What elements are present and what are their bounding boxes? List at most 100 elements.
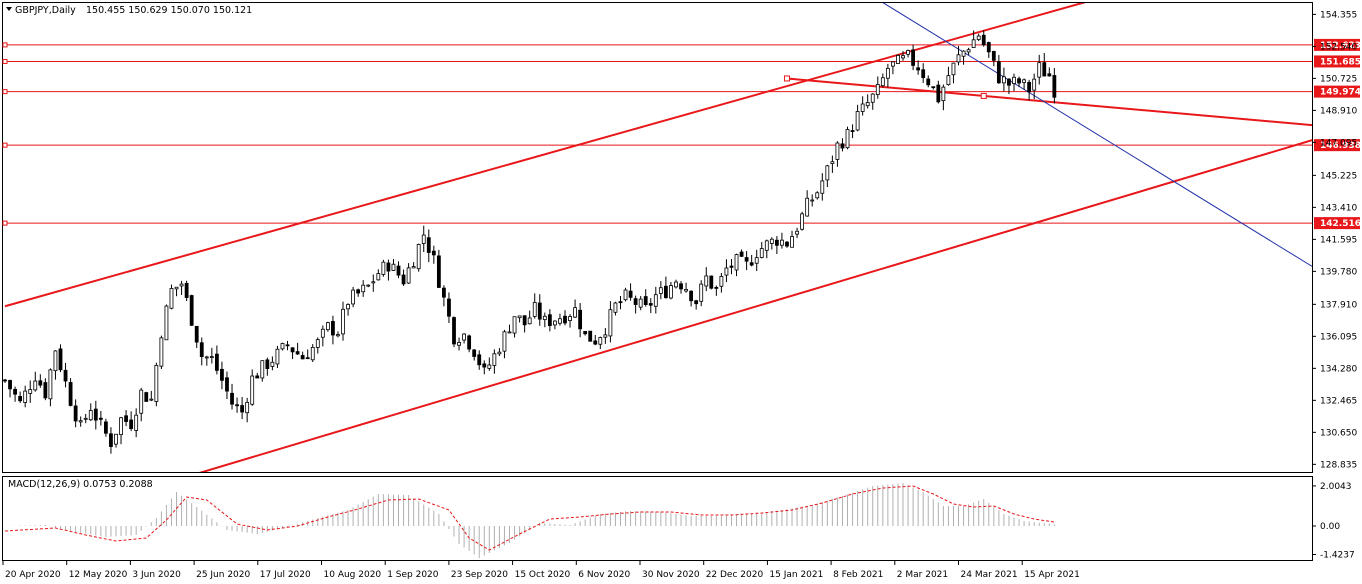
candle-body xyxy=(184,282,189,298)
candle-body xyxy=(275,348,280,365)
channel-lower-line xyxy=(199,139,1312,472)
candle-body xyxy=(482,363,487,368)
candle-body xyxy=(204,356,209,359)
macd-signal-line xyxy=(4,485,1055,551)
candle-body xyxy=(759,248,764,258)
candle-body xyxy=(98,417,103,420)
candle-body xyxy=(951,62,956,76)
candle-body xyxy=(517,315,522,319)
candle-body xyxy=(558,318,562,324)
candle-body xyxy=(679,283,683,290)
candle-body xyxy=(83,417,88,420)
candle-body xyxy=(260,360,265,379)
candle-body xyxy=(174,286,179,290)
date-tick-label: 25 Jun 2020 xyxy=(196,570,250,580)
candle-body xyxy=(361,284,366,293)
candle-body xyxy=(351,289,356,305)
candle-body xyxy=(366,284,371,287)
date-tick-label: 6 Nov 2020 xyxy=(578,570,630,580)
candle-body xyxy=(613,302,618,313)
candle-body xyxy=(941,86,946,102)
candle-body xyxy=(785,241,789,247)
macd-indicator xyxy=(4,483,1055,558)
candle-body xyxy=(704,275,709,287)
candle-body xyxy=(522,315,527,326)
date-tick-label: 12 May 2020 xyxy=(69,570,128,580)
candle-body xyxy=(658,287,663,294)
price-level-tag-label: 146.938 xyxy=(1320,141,1361,151)
candle-body xyxy=(815,192,820,199)
candle-body xyxy=(391,263,396,271)
main-plot-frame xyxy=(2,2,1313,473)
candle-body xyxy=(285,344,290,347)
candle-body xyxy=(38,380,43,386)
price-level-tag-label: 149.974 xyxy=(1320,88,1361,98)
candle-body xyxy=(472,349,477,357)
candle-body xyxy=(154,365,159,402)
candle-body xyxy=(255,375,260,379)
trend-lines xyxy=(4,3,1312,472)
candle-body xyxy=(840,143,845,149)
candle-body xyxy=(159,337,164,367)
candle-body xyxy=(1007,78,1011,86)
price-tick-label: 152.540 xyxy=(1320,42,1357,52)
candle-body xyxy=(1012,76,1016,84)
candle-body xyxy=(109,433,113,447)
macd-header: MACD(12,26,9) 0.0753 0.2088 xyxy=(8,479,153,490)
price-level-tag xyxy=(1314,38,1360,51)
candle-body xyxy=(603,334,608,338)
candle-body xyxy=(341,308,345,335)
candle-body xyxy=(214,353,219,371)
candle-body xyxy=(300,355,305,360)
macd-tick-label: -1.4237 xyxy=(1320,550,1355,560)
candle-body xyxy=(442,287,446,298)
candle-body xyxy=(305,357,310,360)
date-axis: 20 Apr 2020 12 May 2020 3 Jun 2020 25 Jun 2… xyxy=(2,561,1080,580)
price-level-tag xyxy=(1314,217,1360,230)
horizontal-levels[interactable]: 152.623 151.685 149.974 146.938 142.516 xyxy=(2,38,1361,230)
candle-body xyxy=(901,55,905,59)
candle-body xyxy=(976,35,981,40)
candle-body xyxy=(734,254,739,271)
trendline-handle xyxy=(783,75,790,82)
candle-body xyxy=(245,402,250,414)
candle-body xyxy=(875,84,880,95)
candle-body xyxy=(1027,81,1032,93)
candle-body xyxy=(906,50,910,55)
candle-body xyxy=(825,165,830,181)
candle-body xyxy=(386,262,391,272)
price-level-tag xyxy=(1314,55,1360,68)
candle-body xyxy=(810,199,815,202)
candle-body xyxy=(931,86,936,89)
macd-tick-label: 0.00 xyxy=(1320,522,1340,532)
level-anchor-handle xyxy=(2,42,8,48)
candle-body xyxy=(270,361,275,367)
trend-channel[interactable] xyxy=(4,0,1317,474)
candle-body xyxy=(865,102,870,107)
symbol-label[interactable]: GBPJPY,Daily xyxy=(15,5,76,16)
candle-body xyxy=(830,161,835,164)
candle-body xyxy=(845,129,850,149)
downtrend-line xyxy=(882,3,1312,267)
candle-body xyxy=(23,390,28,403)
candle-body xyxy=(795,230,799,235)
candle-body xyxy=(381,261,386,275)
macd-tick-label: 2.0043 xyxy=(1320,482,1352,492)
date-tick-label: 17 Jul 2020 xyxy=(260,570,311,580)
candle-body xyxy=(149,398,154,401)
ohlc-values: 150.455 150.629 150.070 150.121 xyxy=(86,5,252,16)
candle-body xyxy=(48,369,53,400)
candle-body xyxy=(911,49,915,66)
candle-body xyxy=(43,382,48,399)
candle-body xyxy=(477,354,482,366)
symbol-dropdown-icon[interactable] xyxy=(6,7,12,11)
candle-body xyxy=(729,265,734,268)
candle-body xyxy=(739,251,744,257)
candle-body xyxy=(850,130,855,132)
candle-body xyxy=(1047,73,1052,77)
candle-body xyxy=(532,301,537,317)
candle-body xyxy=(699,283,704,302)
candle-body xyxy=(58,348,63,371)
candle-body xyxy=(13,388,17,395)
price-tick-label: 143.410 xyxy=(1320,203,1357,213)
